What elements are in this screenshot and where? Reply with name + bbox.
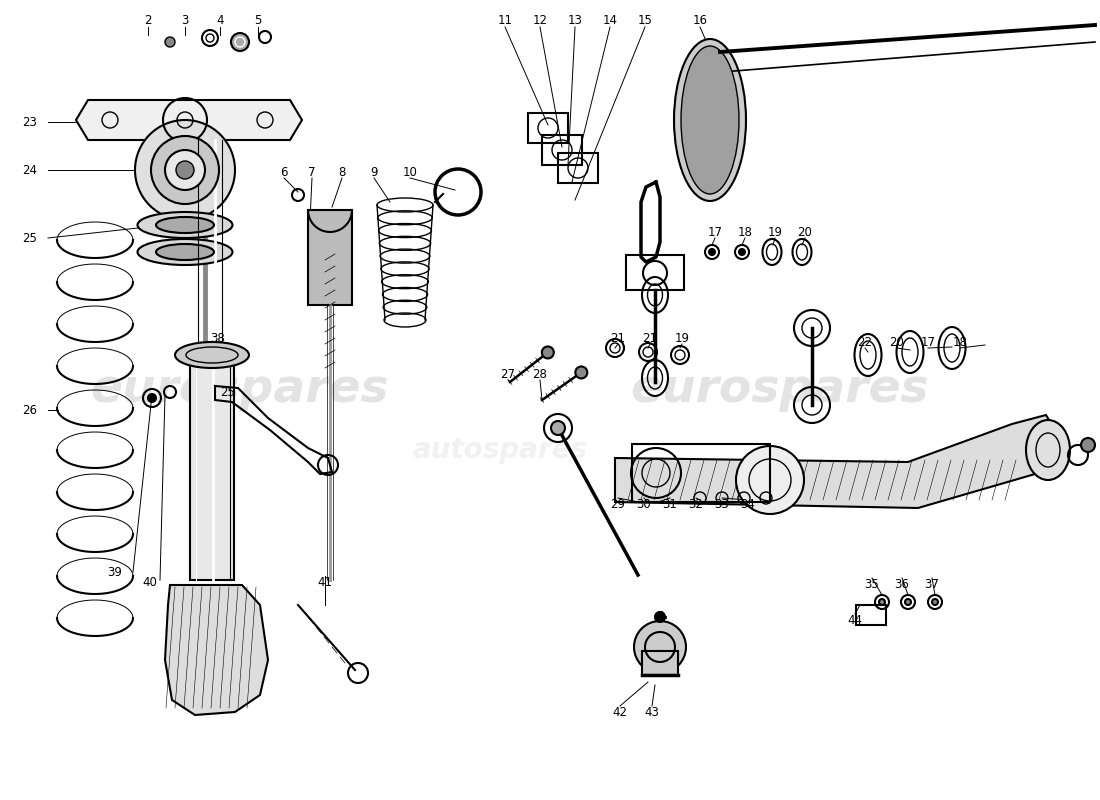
Bar (542, 135, 582, 165)
Text: autospares: autospares (412, 436, 587, 464)
Text: eurospares: eurospares (630, 367, 930, 413)
Circle shape (634, 621, 686, 673)
Circle shape (231, 33, 249, 51)
Text: 31: 31 (662, 498, 678, 510)
Text: 26: 26 (22, 403, 37, 417)
Text: eurospares: eurospares (90, 367, 389, 413)
Bar (308, 210, 352, 305)
Text: 17: 17 (921, 335, 935, 349)
Polygon shape (615, 415, 1058, 508)
Text: 34: 34 (740, 498, 756, 510)
Text: 22: 22 (858, 335, 872, 349)
Text: 20: 20 (890, 335, 904, 349)
Circle shape (654, 612, 666, 622)
Text: 21: 21 (610, 331, 626, 345)
Text: 11: 11 (497, 14, 513, 27)
Text: 18: 18 (738, 226, 752, 238)
Bar (642, 651, 678, 675)
Text: 20: 20 (798, 226, 813, 238)
Text: 35: 35 (865, 578, 879, 591)
Text: 14: 14 (603, 14, 617, 27)
Ellipse shape (156, 217, 214, 233)
Text: 23: 23 (23, 115, 37, 129)
Text: 41: 41 (318, 575, 332, 589)
Ellipse shape (175, 342, 249, 368)
Text: 27: 27 (500, 369, 516, 382)
Text: 18: 18 (953, 335, 967, 349)
Text: 15: 15 (638, 14, 652, 27)
Text: 37: 37 (925, 578, 939, 591)
Circle shape (710, 249, 715, 255)
Circle shape (151, 136, 219, 204)
Bar (626, 255, 684, 290)
Circle shape (739, 249, 745, 255)
Text: 17: 17 (707, 226, 723, 238)
Text: 36: 36 (894, 578, 910, 591)
Text: 29: 29 (610, 498, 626, 510)
Text: 38: 38 (210, 331, 225, 345)
Text: 4: 4 (217, 14, 223, 27)
Text: 25: 25 (221, 386, 235, 398)
Bar (190, 360, 234, 580)
Text: 19: 19 (674, 331, 690, 345)
Circle shape (575, 366, 587, 378)
Circle shape (932, 599, 938, 605)
Circle shape (135, 120, 235, 220)
Text: 5: 5 (254, 14, 262, 27)
Text: 9: 9 (371, 166, 377, 178)
Circle shape (165, 150, 205, 190)
Polygon shape (165, 585, 268, 715)
Polygon shape (76, 100, 302, 140)
Text: 42: 42 (613, 706, 627, 718)
Text: 24: 24 (22, 163, 37, 177)
Text: 13: 13 (568, 14, 582, 27)
Text: 39: 39 (108, 566, 122, 578)
Text: 40: 40 (143, 575, 157, 589)
Text: 3: 3 (182, 14, 189, 27)
Text: 7: 7 (308, 166, 316, 178)
Text: 21: 21 (642, 331, 658, 345)
Text: 33: 33 (715, 498, 729, 510)
Text: 25: 25 (23, 231, 37, 245)
Text: 19: 19 (768, 226, 782, 238)
Ellipse shape (681, 46, 739, 194)
Circle shape (176, 161, 194, 179)
Circle shape (148, 394, 156, 402)
Ellipse shape (156, 244, 214, 260)
Text: 28: 28 (532, 369, 548, 382)
Text: 6: 6 (280, 166, 288, 178)
Text: 8: 8 (339, 166, 345, 178)
Text: 10: 10 (403, 166, 417, 178)
Bar (856, 605, 886, 625)
Circle shape (551, 421, 565, 435)
Text: 44: 44 (847, 614, 862, 626)
Text: 12: 12 (532, 14, 548, 27)
Bar (558, 153, 598, 183)
Circle shape (165, 37, 175, 47)
Text: 32: 32 (689, 498, 703, 510)
Ellipse shape (1026, 420, 1070, 480)
Circle shape (879, 599, 886, 605)
Text: 16: 16 (693, 14, 707, 27)
Circle shape (905, 599, 911, 605)
Ellipse shape (138, 239, 232, 265)
Text: 43: 43 (645, 706, 659, 718)
Bar (632, 444, 770, 502)
Bar (528, 113, 568, 143)
Circle shape (736, 446, 804, 514)
Text: 30: 30 (637, 498, 651, 510)
Ellipse shape (138, 212, 232, 238)
Circle shape (542, 346, 553, 358)
Circle shape (1081, 438, 1094, 452)
Ellipse shape (674, 39, 746, 201)
Text: 2: 2 (144, 14, 152, 27)
